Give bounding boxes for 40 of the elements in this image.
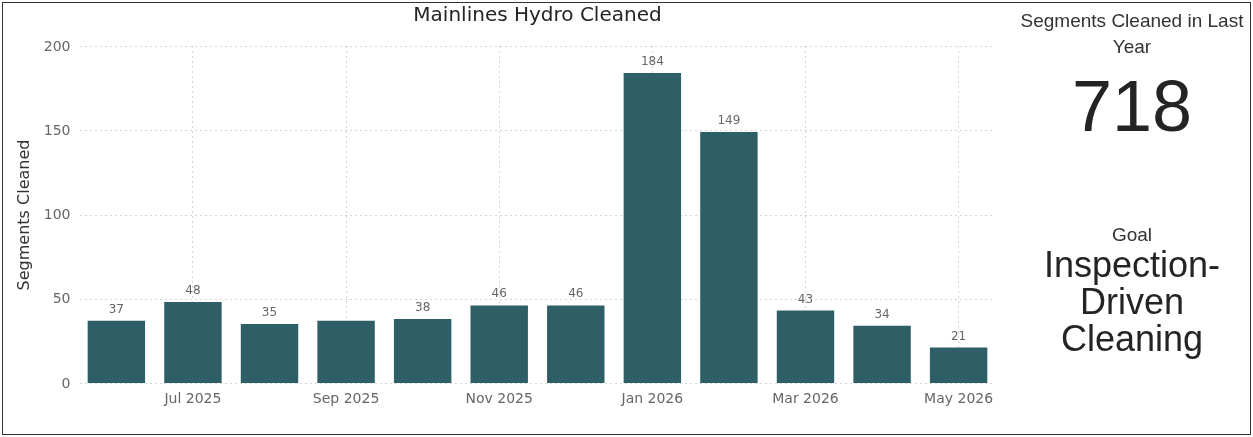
- text: Segments Cleaned in Last Year: [1019, 9, 1245, 59]
- data-label: 21: [950, 328, 967, 343]
- x-tick-label: Jan 2026: [620, 389, 684, 406]
- data-label: 46: [568, 286, 584, 301]
- data-label: 35: [261, 305, 278, 320]
- x-tick-label: Mar 2026: [772, 389, 839, 406]
- bar: [87, 320, 146, 383]
- data-label: 37: [108, 301, 125, 316]
- bar: [547, 305, 605, 383]
- y-tick-label: 150: [43, 121, 71, 138]
- y-tick-label: 100: [43, 206, 71, 222]
- bar: [393, 318, 452, 383]
- bar: [240, 324, 299, 383]
- x-tick-label: Nov 2025: [465, 389, 533, 406]
- y-tick-label: 0: [61, 374, 71, 391]
- data-label: 43: [797, 291, 814, 306]
- bar: [776, 310, 835, 383]
- bar: [853, 325, 911, 383]
- bar: [623, 72, 682, 383]
- data-label: 34: [874, 306, 890, 321]
- y-tick-label: 50: [52, 290, 71, 307]
- text: Inspection-Driven Cleaning: [1042, 244, 1222, 359]
- x-tick-label: Sep 2025: [312, 389, 380, 406]
- bar: [929, 347, 988, 383]
- y-tick-label: 200: [43, 37, 71, 54]
- text: Goal: [1110, 224, 1154, 246]
- y-axis-title: Segments Cleaned: [13, 139, 33, 291]
- data-label: 149: [717, 112, 741, 127]
- bar: [700, 131, 758, 383]
- data-label: 38: [415, 299, 431, 314]
- bar: [470, 305, 528, 383]
- bar: [164, 302, 222, 383]
- x-tick-label: May 2026: [924, 389, 994, 406]
- data-label: 184: [640, 53, 664, 68]
- x-tick-label: Jul 2025: [163, 389, 222, 406]
- chart-title: Mainlines Hydro Cleaned: [413, 2, 662, 26]
- data-label: 48: [185, 283, 201, 298]
- text: 718: [1070, 66, 1194, 146]
- bar: [317, 320, 375, 383]
- data-label: 46: [491, 286, 507, 301]
